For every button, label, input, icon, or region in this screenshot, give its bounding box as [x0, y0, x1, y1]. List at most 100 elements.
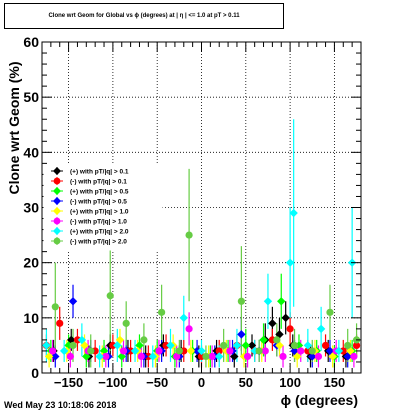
data-point [66, 352, 74, 361]
data-point [192, 346, 202, 356]
data-point [186, 346, 196, 356]
data-point [202, 352, 210, 361]
y-tick-label: 20 [23, 255, 39, 271]
x-tick-label: −150 [54, 375, 83, 390]
data-point [51, 303, 59, 311]
legend-entry: (-) with pT/|q| > 0.5 [70, 199, 127, 206]
legend-box [43, 164, 163, 251]
data-point [56, 319, 64, 327]
y-tick-label: 50 [23, 89, 39, 105]
marker-layer [42, 208, 361, 361]
data-point [281, 313, 290, 323]
data-point [95, 352, 104, 361]
data-point [263, 297, 273, 306]
data-point [339, 347, 347, 355]
data-point [51, 352, 60, 361]
data-point [215, 352, 224, 361]
data-point [179, 313, 188, 323]
data-point [328, 352, 337, 361]
y-tick-label: 30 [23, 200, 39, 216]
x-tick-label: −100 [98, 375, 127, 390]
data-point [140, 336, 148, 344]
data-point [49, 347, 57, 355]
data-point [226, 347, 234, 355]
data-point [208, 352, 216, 361]
data-point [303, 341, 313, 350]
data-point [314, 352, 323, 361]
data-point [106, 292, 114, 300]
data-point [68, 297, 78, 306]
data-point [293, 352, 302, 361]
data-point [297, 347, 305, 355]
data-point [277, 297, 286, 306]
x-tick-label: 150 [324, 375, 346, 390]
data-point [286, 325, 294, 333]
data-point [259, 335, 268, 345]
y-tick-label: 40 [23, 144, 39, 160]
data-point [158, 308, 166, 316]
x-tick-label: −50 [146, 375, 168, 390]
legend-entry: (+) with pT/|q| > 0.1 [70, 169, 129, 176]
data-point [42, 341, 51, 350]
data-point [334, 346, 344, 356]
data-point [241, 341, 251, 350]
legend-entry: (-) with pT/|q| > 1.0 [70, 219, 127, 226]
data-point [273, 336, 281, 344]
y-axis-label: Clone wrt Geom (%) [6, 61, 22, 194]
data-point [197, 346, 206, 356]
data-point [166, 341, 175, 350]
x-axis-label: ϕ (degrees) [281, 392, 358, 408]
data-point [321, 341, 330, 350]
data-point [185, 231, 193, 239]
data-point [290, 341, 299, 350]
data-point [279, 352, 287, 361]
data-point [308, 347, 316, 355]
data-point [173, 352, 181, 361]
data-point [73, 336, 82, 344]
data-point [285, 258, 295, 267]
data-point [344, 341, 352, 350]
data-point [130, 346, 140, 356]
data-point [44, 352, 54, 361]
data-point [175, 347, 183, 355]
data-point [144, 352, 152, 361]
data-point [148, 352, 157, 361]
data-point [119, 347, 128, 355]
legend-entry: (+) with pT/|q| > 1.0 [70, 209, 129, 216]
data-point [232, 341, 242, 350]
data-point [220, 341, 228, 350]
legend: (+) with pT/|q| > 0.1 (-) with pT/|q| > 0… [43, 164, 163, 251]
data-point [237, 297, 245, 305]
data-point [69, 341, 77, 350]
data-point [289, 208, 298, 218]
data-point [127, 347, 135, 355]
y-tick-label: 10 [23, 310, 39, 326]
data-point [261, 347, 269, 355]
data-point [255, 347, 263, 355]
data-point [137, 352, 145, 361]
legend-marker [53, 217, 61, 225]
legend-entry: (-) with pT/|q| > 2.0 [70, 239, 127, 246]
x-tick-label: 0 [198, 375, 205, 390]
data-point [352, 341, 361, 350]
legend-entry: (+) with pT/|q| > 2.0 [70, 229, 129, 236]
y-tick-label: 0 [31, 365, 39, 381]
data-point [237, 330, 246, 339]
legend-marker [53, 227, 61, 235]
data-point [59, 346, 69, 356]
x-tick-label: 50 [239, 375, 253, 390]
timestamp-footer: Wed May 23 10:18:06 2018 [4, 400, 117, 410]
data-point [113, 341, 122, 350]
data-point [215, 347, 223, 355]
legend-entry: (-) with pT/|q| > 0.1 [70, 179, 127, 186]
data-point [122, 319, 130, 327]
data-point [102, 352, 110, 361]
data-point [162, 341, 170, 350]
legend-marker [53, 207, 61, 215]
legend-marker [53, 177, 61, 185]
x-tick-label: 100 [279, 375, 301, 390]
data-point [350, 352, 358, 361]
legend-marker [53, 167, 61, 175]
y-tick-label: 60 [23, 34, 39, 50]
